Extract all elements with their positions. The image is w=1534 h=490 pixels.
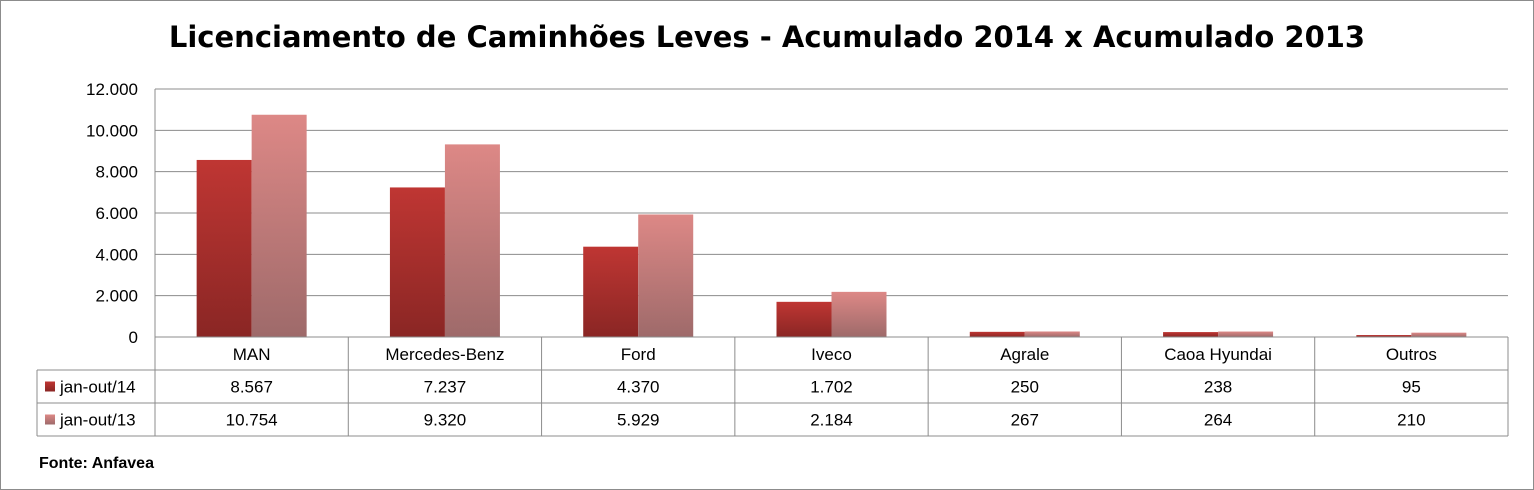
y-tick-label: 12.000 [86, 80, 138, 99]
bar-2013 [251, 114, 307, 337]
category-label: Mercedes-Benz [385, 345, 504, 364]
category-label: Outros [1386, 345, 1437, 364]
data-label: 1.702 [810, 378, 853, 397]
legend-label: jan-out/13 [59, 411, 136, 430]
category-label: Caoa Hyundai [1164, 345, 1272, 364]
y-tick-label: 10.000 [86, 121, 138, 140]
data-label: 238 [1204, 378, 1232, 397]
data-label: 264 [1204, 411, 1232, 430]
y-tick-label: 0 [129, 328, 138, 347]
category-label: Agrale [1000, 345, 1049, 364]
bar-2014 [389, 187, 445, 337]
bar-2014 [583, 246, 639, 337]
bar-2013 [1411, 332, 1467, 337]
data-label: 9.320 [424, 411, 467, 430]
bar-2013 [1024, 331, 1080, 337]
y-tick-label: 2.000 [95, 287, 138, 306]
legend-key [45, 414, 55, 425]
chart-title: Licenciamento de Caminhões Leves - Acumu… [168, 20, 1366, 54]
data-label: 210 [1397, 411, 1425, 430]
bar-2014 [196, 159, 252, 337]
data-label: 250 [1011, 378, 1039, 397]
data-label: 5.929 [617, 411, 660, 430]
data-label: 4.370 [617, 378, 660, 397]
data-label: 7.237 [424, 378, 467, 397]
y-tick-label: 8.000 [95, 163, 138, 182]
data-label: 8.567 [230, 378, 273, 397]
category-label: Ford [621, 345, 656, 364]
category-label: MAN [233, 345, 271, 364]
bar-2013 [638, 214, 694, 337]
legend-label: jan-out/14 [59, 378, 136, 397]
bar-2013 [444, 144, 500, 337]
data-label: 95 [1402, 378, 1421, 397]
bar-2013 [831, 291, 887, 337]
legend-key [45, 381, 55, 392]
data-label: 267 [1011, 411, 1039, 430]
bar-2014 [1356, 335, 1412, 337]
source-note: Fonte: Anfavea [39, 455, 154, 472]
bar-2014 [969, 331, 1025, 337]
bar-2014 [1163, 332, 1219, 337]
data-label: 2.184 [810, 411, 853, 430]
y-tick-label: 6.000 [95, 204, 138, 223]
bar-2013 [1218, 331, 1274, 337]
category-label: Iveco [811, 345, 852, 364]
y-tick-label: 4.000 [95, 245, 138, 264]
bar-2014 [776, 301, 832, 337]
data-label: 10.754 [226, 411, 278, 430]
